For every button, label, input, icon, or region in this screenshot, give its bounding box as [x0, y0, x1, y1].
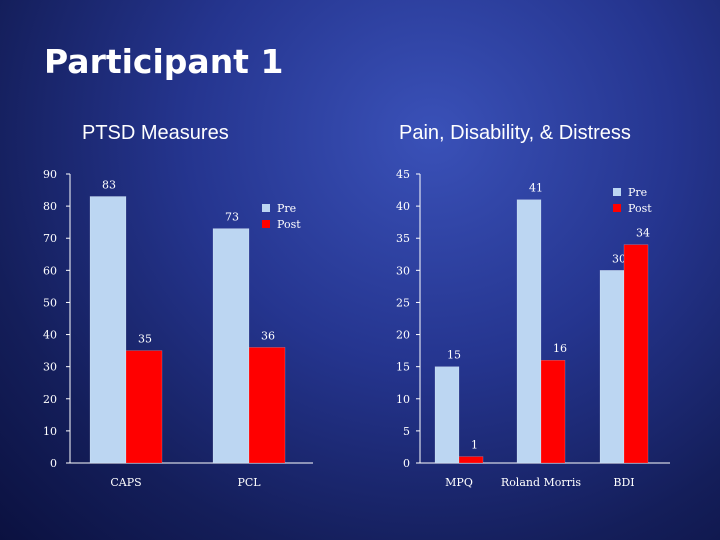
pain-bar-pre: [599, 270, 625, 464]
pain-data-label: 15: [447, 349, 461, 362]
ptsd-y-tick-label: 90: [43, 168, 57, 181]
ptsd-bar-post: [248, 347, 286, 464]
pain-y-tick-label: 25: [396, 296, 410, 309]
pain-y-tick-label: 45: [396, 168, 410, 181]
pain-y-tick-label: 20: [396, 329, 410, 342]
ptsd-legend-swatch-post: [262, 220, 270, 228]
ptsd-data-label: 36: [261, 329, 275, 342]
ptsd-y-tick-label: 50: [43, 296, 57, 309]
ptsd-y-tick-label: 70: [43, 232, 57, 245]
pain-y-tick-label: 10: [396, 393, 410, 406]
pain-y-tick-label: 0: [403, 457, 410, 470]
pain-data-label: 16: [553, 342, 567, 355]
ptsd-y-tick-label: 40: [43, 329, 57, 342]
ptsd-y-tick-label: 20: [43, 393, 57, 406]
pain-legend-swatch-pre: [613, 188, 621, 196]
ptsd-bar-post: [125, 350, 163, 464]
ptsd-y-tick-label: 30: [43, 361, 57, 374]
ptsd-bar-pre: [89, 196, 127, 464]
ptsd-legend-swatch-pre: [262, 204, 270, 212]
ptsd-legend-label: Pre: [277, 202, 296, 215]
pain-legend-swatch-post: [613, 204, 621, 212]
ptsd-bar-pre: [212, 228, 250, 464]
ptsd-data-label: 83: [102, 178, 116, 191]
ptsd-y-tick-label: 10: [43, 425, 57, 438]
ptsd-x-tick-label: PCL: [237, 476, 261, 489]
pain-bar-post: [540, 359, 566, 464]
pain-data-label: 30: [612, 252, 626, 265]
pain-y-tick-label: 35: [396, 232, 410, 245]
pain-data-label: 41: [529, 182, 543, 195]
chart-title-ptsd: PTSD Measures: [82, 122, 229, 144]
pain-y-tick-label: 15: [396, 361, 410, 374]
pain-bar-post: [458, 456, 484, 464]
pain-y-tick-label: 30: [396, 264, 410, 277]
ptsd-y-tick-label: 0: [50, 457, 57, 470]
pain-legend-label: Post: [628, 202, 652, 215]
pain-bar-pre: [434, 366, 460, 464]
pain-bar-pre: [516, 199, 542, 464]
ptsd-data-label: 35: [138, 333, 152, 346]
chart-title-pain: Pain, Disability, & Distress: [399, 122, 631, 144]
ptsd-data-label: 73: [225, 211, 239, 224]
ptsd-y-tick-label: 60: [43, 264, 57, 277]
ptsd-y-tick-label: 80: [43, 200, 57, 213]
ptsd-legend-label: Post: [277, 218, 301, 231]
pain-y-tick-label: 5: [403, 425, 410, 438]
pain-x-tick-label: Roland Morris: [501, 476, 582, 489]
slide-title: Participant 1: [44, 42, 284, 81]
ptsd-x-tick-label: CAPS: [110, 476, 141, 489]
pain-x-tick-label: BDI: [613, 476, 634, 489]
pain-data-label: 34: [636, 227, 650, 240]
pain-data-label: 1: [471, 439, 478, 452]
pain-bar-post: [623, 244, 649, 464]
pain-y-tick-label: 40: [396, 200, 410, 213]
pain-x-tick-label: MPQ: [445, 476, 473, 489]
pain-legend-label: Pre: [628, 186, 647, 199]
